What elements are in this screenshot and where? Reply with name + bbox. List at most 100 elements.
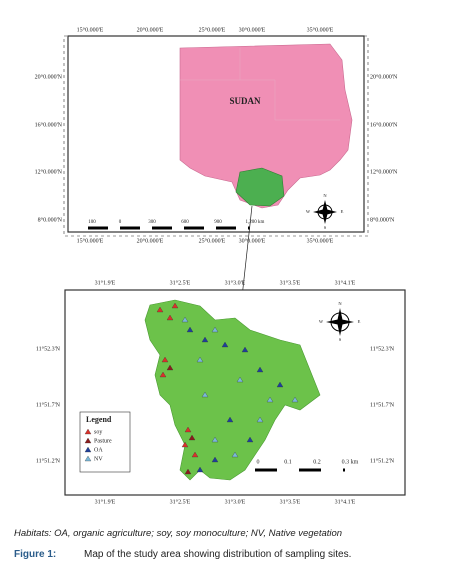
lat-label: 8°0.000'N <box>370 216 395 223</box>
scale-label: 300 <box>148 220 156 225</box>
site-symbol <box>221 341 229 348</box>
legend-symbol <box>84 446 92 453</box>
scale-label: 0.3 km <box>342 459 359 465</box>
figure-caption: Map of the study area showing distributi… <box>84 549 352 560</box>
scale-label: 0.2 <box>313 459 321 465</box>
site-symbol <box>241 346 249 353</box>
top-neatline <box>63 35 369 237</box>
scale-label: 0.1 <box>284 459 292 465</box>
lon-label: 31°3.5'E <box>280 279 301 286</box>
lat-label: 11°51.2'N <box>370 457 395 464</box>
compass-arrows <box>326 308 354 336</box>
site-symbol <box>191 451 199 458</box>
lon-label: 31°3.0'E <box>225 279 246 286</box>
site-symbol <box>291 396 299 403</box>
lon-label: 35°0.000'E <box>307 237 334 244</box>
lon-label: 31°3.5'E <box>280 498 301 505</box>
site-symbol <box>201 336 209 343</box>
figure-label: Figure 1: <box>14 549 57 560</box>
lon-label: 15°0.000'E <box>77 26 104 33</box>
site-symbol <box>211 326 219 333</box>
lat-label: 11°51.7'N <box>370 401 395 408</box>
lat-label: 16°0.000'N <box>35 121 63 128</box>
site-symbol <box>256 416 264 423</box>
compass-letter: S <box>324 225 327 230</box>
lon-label: 25°0.000'E <box>199 237 226 244</box>
compass-letter: N <box>323 193 327 198</box>
compass-letter: E <box>341 209 344 214</box>
site-symbol <box>226 416 234 423</box>
lat-label: 11°52.3'N <box>370 345 395 352</box>
site-symbol <box>211 456 219 463</box>
map-figure: 15°0.000'E 15°0.000'E 20°0.000'E 20°0.000'E… <box>35 26 406 505</box>
compass-letter: S <box>339 337 342 342</box>
scale-label: 1,200 km <box>246 220 265 225</box>
site-symbol <box>166 314 174 321</box>
legend-symbol <box>84 428 92 435</box>
lat-label: 20°0.000'N <box>370 73 398 80</box>
lon-label: 31°3.0'E <box>225 498 246 505</box>
lon-label: 31°2.5'E <box>170 498 191 505</box>
lon-label: 31°1.9'E <box>95 279 116 286</box>
compass-letter: E <box>358 319 361 324</box>
scale-label: 900 <box>214 220 222 225</box>
lat-label: 11°51.7'N <box>36 401 61 408</box>
lat-label: 11°51.2'N <box>36 457 61 464</box>
lat-label: 20°0.000'N <box>35 73 63 80</box>
legend-label: soy <box>94 429 102 435</box>
site-symbol <box>246 436 254 443</box>
sudan-shape <box>179 43 353 209</box>
lat-label: 12°0.000'N <box>35 168 63 175</box>
site-symbol <box>159 371 167 378</box>
study-area-shape <box>144 299 321 481</box>
site-symbol <box>201 391 209 398</box>
lon-label: 20°0.000'E <box>137 237 164 244</box>
lon-label: 30°0.000'E <box>239 237 266 244</box>
site-symbol <box>188 434 196 441</box>
site-symbol <box>184 468 192 475</box>
site-symbol <box>256 366 264 373</box>
legend-symbol <box>84 455 92 462</box>
study-region <box>235 167 285 207</box>
legend-symbol <box>84 437 92 444</box>
site-symbol <box>181 316 189 323</box>
legend-label: Pasture <box>94 438 112 444</box>
lon-label: 31°1.9'E <box>95 498 116 505</box>
site-symbol <box>236 376 244 383</box>
scale-label: 600 <box>181 220 189 225</box>
state-borders <box>180 48 340 121</box>
lat-label: 8°0.000'N <box>38 216 63 223</box>
site-symbol <box>171 302 179 309</box>
site-symbol <box>161 356 169 363</box>
legend-label: NV <box>94 456 103 462</box>
lat-label: 11°52.3'N <box>36 345 61 352</box>
caption-note: Habitats: OA, organic agriculture; soy, … <box>14 528 343 539</box>
lon-label: 31°4.1'E <box>335 279 356 286</box>
legend-title: Legend <box>86 415 112 424</box>
site-symbol <box>211 436 219 443</box>
site-symbol <box>266 396 274 403</box>
lon-label: 30°0.000'E <box>239 26 266 33</box>
site-symbol <box>166 364 174 371</box>
compass-letter: W <box>306 209 311 214</box>
lon-label: 35°0.000'E <box>307 26 334 33</box>
site-symbol <box>184 426 192 433</box>
scale-label: 0 <box>119 220 122 225</box>
compass-letter: N <box>338 301 342 306</box>
lon-label: 25°0.000'E <box>199 26 226 33</box>
site-symbol <box>181 441 189 448</box>
scale-label: 100 <box>88 220 96 225</box>
lat-label: 16°0.000'N <box>370 121 398 128</box>
site-symbol <box>196 466 204 473</box>
country-label: SUDAN <box>229 96 261 106</box>
lon-label: 15°0.000'E <box>77 237 104 244</box>
compass-arrows <box>313 200 337 224</box>
compass-letter: W <box>319 319 324 324</box>
lon-label: 20°0.000'E <box>137 26 164 33</box>
site-symbol <box>156 306 164 313</box>
site-symbol <box>186 326 194 333</box>
legend-label: OA <box>94 447 103 453</box>
site-symbol <box>231 451 239 458</box>
lon-label: 31°2.5'E <box>170 279 191 286</box>
